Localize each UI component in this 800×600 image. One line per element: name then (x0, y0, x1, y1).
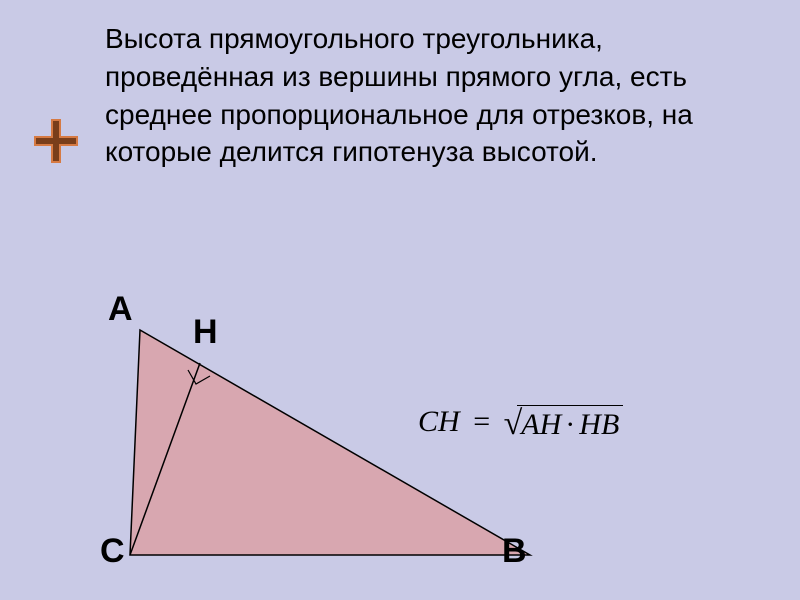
bullet-marker (30, 115, 80, 165)
formula-rhs1: AH (521, 408, 561, 441)
equals-sign: = (473, 405, 490, 438)
formula-rhs2: HB (579, 408, 619, 441)
theorem-text: Высота прямоугольного треугольника, пров… (105, 20, 765, 171)
vertex-label-b: B (502, 532, 527, 571)
vertex-label-h: H (193, 313, 218, 352)
formula-lhs: CH (418, 405, 460, 438)
triangle-diagram (70, 310, 570, 595)
sqrt-content: AH·HB (517, 405, 623, 442)
multiply-dot: · (565, 408, 575, 441)
formula: CH = √AH·HB (418, 405, 623, 443)
sqrt-expression: √AH·HB (504, 405, 624, 443)
vertex-label-a: A (108, 290, 133, 329)
vertex-label-c: C (100, 532, 125, 571)
